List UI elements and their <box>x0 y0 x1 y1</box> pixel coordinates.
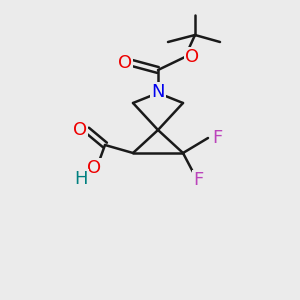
Text: O: O <box>118 54 132 72</box>
Text: N: N <box>151 83 165 101</box>
Text: H: H <box>74 170 88 188</box>
Text: O: O <box>185 48 199 66</box>
Text: O: O <box>73 121 87 139</box>
Text: F: F <box>193 171 203 189</box>
Text: O: O <box>87 159 101 177</box>
Text: F: F <box>212 129 222 147</box>
